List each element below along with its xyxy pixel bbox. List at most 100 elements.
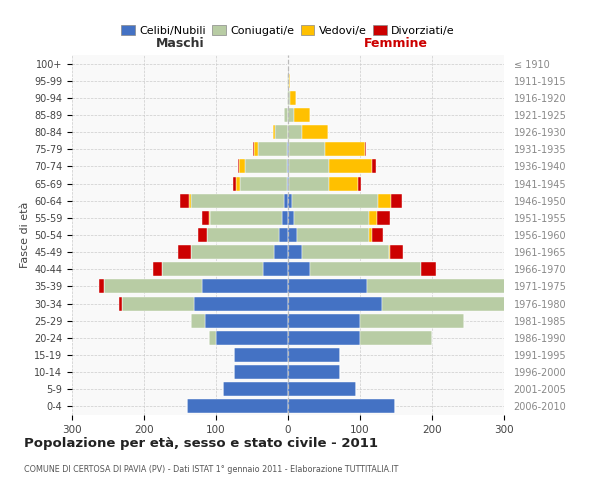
Bar xyxy=(191,245,274,259)
Text: Popolazione per età, sesso e stato civile - 2011: Popolazione per età, sesso e stato civil… xyxy=(24,438,378,450)
Text: COMUNE DI CERTOSA DI PAVIA (PV) - Dati ISTAT 1° gennaio 2011 - Elaborazione TUTT: COMUNE DI CERTOSA DI PAVIA (PV) - Dati I… xyxy=(24,466,398,474)
Bar xyxy=(240,176,287,190)
Bar xyxy=(191,194,284,207)
Bar xyxy=(294,211,370,225)
Bar xyxy=(194,296,288,310)
Bar xyxy=(358,176,361,190)
Bar xyxy=(287,142,288,156)
Bar xyxy=(377,211,389,225)
Bar xyxy=(382,296,554,310)
Bar xyxy=(288,142,289,156)
Bar xyxy=(290,91,296,105)
Bar xyxy=(288,262,310,276)
Bar xyxy=(216,331,288,345)
Bar xyxy=(288,382,356,396)
Bar xyxy=(245,160,287,173)
Bar xyxy=(288,228,296,242)
Bar xyxy=(302,125,328,139)
Bar xyxy=(391,194,402,207)
Bar xyxy=(370,211,377,225)
Bar xyxy=(289,160,329,173)
Bar xyxy=(202,211,209,225)
Bar xyxy=(288,280,367,293)
Bar xyxy=(210,211,282,225)
Bar xyxy=(275,125,288,139)
Bar xyxy=(254,142,258,156)
Bar xyxy=(288,400,395,413)
Bar xyxy=(122,296,194,310)
Bar xyxy=(389,245,390,259)
Bar xyxy=(360,331,432,345)
Bar xyxy=(273,125,275,139)
Bar xyxy=(287,74,288,88)
Bar xyxy=(310,262,421,276)
Bar xyxy=(288,125,302,139)
Bar xyxy=(288,108,294,122)
Bar xyxy=(289,176,329,190)
Bar xyxy=(288,348,340,362)
Bar xyxy=(287,160,288,173)
Bar xyxy=(162,262,263,276)
Bar xyxy=(288,74,289,88)
Bar xyxy=(209,211,210,225)
Bar xyxy=(258,142,287,156)
Bar xyxy=(288,176,289,190)
Bar xyxy=(325,142,365,156)
Bar xyxy=(236,176,240,190)
Bar xyxy=(205,314,288,328)
Bar xyxy=(378,194,391,207)
Bar xyxy=(191,314,205,328)
Bar xyxy=(253,142,254,156)
Text: Femmine: Femmine xyxy=(364,37,428,50)
Bar xyxy=(208,228,280,242)
Bar xyxy=(508,280,521,293)
Bar xyxy=(296,228,368,242)
Bar xyxy=(367,280,508,293)
Bar xyxy=(288,331,360,345)
Bar xyxy=(154,262,162,276)
Bar xyxy=(288,211,294,225)
Bar xyxy=(238,160,239,173)
Bar xyxy=(294,108,310,122)
Bar xyxy=(104,280,202,293)
Legend: Celibi/Nubili, Coniugati/e, Vedovi/e, Divorziati/e: Celibi/Nubili, Coniugati/e, Vedovi/e, Di… xyxy=(117,21,459,40)
Bar xyxy=(119,296,122,310)
Bar xyxy=(198,228,206,242)
Bar xyxy=(202,280,288,293)
Bar xyxy=(284,194,288,207)
Bar xyxy=(372,228,383,242)
Bar xyxy=(234,365,288,379)
Bar xyxy=(421,262,436,276)
Bar xyxy=(178,245,191,259)
Bar xyxy=(292,194,378,207)
Bar xyxy=(287,91,288,105)
Bar xyxy=(234,348,288,362)
Bar xyxy=(288,365,340,379)
Bar xyxy=(289,142,325,156)
Bar xyxy=(206,228,208,242)
Bar xyxy=(288,91,290,105)
Y-axis label: Fasce di età: Fasce di età xyxy=(20,202,30,268)
Bar xyxy=(288,314,360,328)
Bar xyxy=(554,296,558,310)
Bar xyxy=(233,176,236,190)
Bar xyxy=(289,74,290,88)
Bar xyxy=(188,194,191,207)
Bar xyxy=(287,176,288,190)
Bar xyxy=(284,108,288,122)
Bar xyxy=(368,228,372,242)
Bar xyxy=(365,142,367,156)
Bar xyxy=(223,382,288,396)
Bar xyxy=(280,228,288,242)
Bar xyxy=(329,176,358,190)
Bar xyxy=(329,160,372,173)
Bar xyxy=(187,400,288,413)
Bar xyxy=(274,245,288,259)
Bar xyxy=(288,160,289,173)
Bar xyxy=(98,280,104,293)
Bar xyxy=(288,245,302,259)
Bar xyxy=(288,296,382,310)
Bar xyxy=(302,245,389,259)
Bar xyxy=(239,160,245,173)
Text: Maschi: Maschi xyxy=(155,37,205,50)
